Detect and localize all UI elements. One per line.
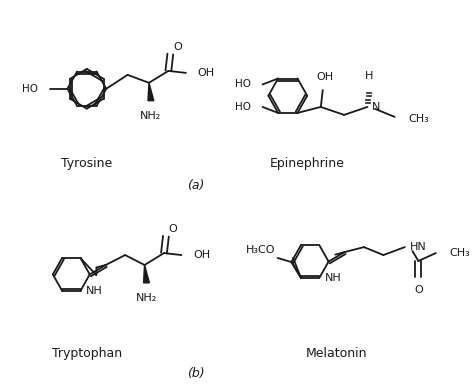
Text: (b): (b) — [187, 367, 204, 380]
Text: NH: NH — [86, 286, 103, 296]
Text: O: O — [414, 285, 423, 295]
Text: HO: HO — [22, 84, 38, 94]
Text: CH₃: CH₃ — [408, 114, 429, 124]
Text: O: O — [169, 224, 178, 234]
Text: HO: HO — [235, 79, 251, 89]
Text: NH₂: NH₂ — [136, 293, 157, 303]
Text: Tryptophan: Tryptophan — [52, 348, 122, 360]
Text: HN: HN — [410, 242, 426, 252]
Text: OH: OH — [316, 72, 333, 82]
Text: Melatonin: Melatonin — [306, 348, 367, 360]
Text: OH: OH — [193, 250, 210, 260]
Text: O: O — [173, 42, 182, 52]
Text: HO: HO — [235, 102, 251, 112]
Text: Tyrosine: Tyrosine — [61, 157, 112, 170]
Polygon shape — [148, 83, 154, 101]
Text: CH₃: CH₃ — [449, 248, 470, 258]
Text: (a): (a) — [187, 178, 204, 192]
Text: H₃CO: H₃CO — [246, 245, 276, 255]
Text: NH: NH — [325, 273, 342, 283]
Polygon shape — [144, 265, 149, 283]
Text: NH₂: NH₂ — [140, 111, 162, 121]
Text: N: N — [372, 102, 381, 112]
Text: OH: OH — [198, 68, 215, 78]
Text: Epinephrine: Epinephrine — [270, 157, 345, 170]
Text: H: H — [365, 71, 374, 81]
